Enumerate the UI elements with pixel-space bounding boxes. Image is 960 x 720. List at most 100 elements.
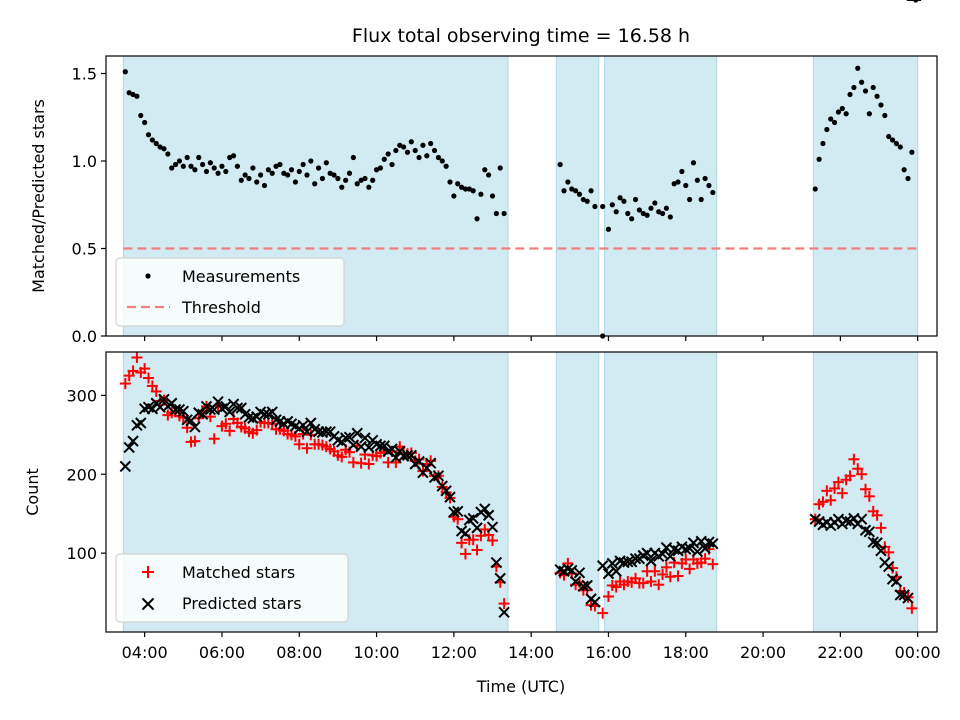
- predicted-star-point-b: [459, 527, 472, 540]
- measurement-point: [557, 161, 563, 168]
- measurement-point: [687, 196, 693, 203]
- measurement-point: [652, 200, 658, 206]
- predicted-star-point: [363, 441, 375, 454]
- predicted-star-point-b: [390, 451, 402, 464]
- matched-star-point: [653, 579, 665, 591]
- measurement-point: [584, 198, 590, 204]
- predicted-star-point-b: [220, 400, 232, 413]
- measurement-point: [592, 203, 598, 210]
- observing-window-1: [555, 55, 600, 337]
- predicted-star-point: [645, 555, 657, 567]
- y-tick-label: 1.0: [72, 152, 97, 171]
- predicted-star-point: [699, 542, 711, 555]
- predicted-star-point: [629, 552, 642, 565]
- predicted-star-point-b: [622, 556, 634, 568]
- measurement-point: [820, 140, 826, 147]
- predicted-star-point-b: [363, 441, 375, 454]
- predicted-star-point: [301, 425, 313, 438]
- measurement-point: [366, 184, 372, 190]
- matched-star-point: [672, 570, 684, 582]
- predicted-star-point: [479, 503, 491, 515]
- matched-star-point: [848, 453, 860, 465]
- predicted-star-point-b: [413, 455, 425, 468]
- predicted-star-point: [424, 457, 437, 469]
- measurement-point: [122, 69, 128, 75]
- predicted-star-point-b: [680, 543, 692, 555]
- y-tick-label: 100: [66, 544, 97, 563]
- predicted-star-point-b: [189, 421, 201, 433]
- matched-star-point: [336, 451, 348, 463]
- predicted-star-point-b: [378, 440, 390, 452]
- legend-plus-glyph: [142, 566, 154, 578]
- predicted-star-point-b: [490, 556, 503, 569]
- measurement-point: [648, 205, 654, 211]
- matched-star-point: [852, 463, 864, 475]
- predicted-star-point-b: [494, 572, 506, 585]
- matched-star-point: [829, 482, 841, 494]
- matched-star-point: [863, 490, 875, 502]
- predicted-star-point: [440, 485, 452, 497]
- predicted-star-point: [386, 443, 398, 455]
- predicted-star-point-b: [351, 427, 363, 439]
- measurement-point: [455, 181, 461, 187]
- measurement-point: [835, 109, 842, 115]
- predicted-star-point: [189, 421, 201, 433]
- measurement-point: [404, 149, 411, 155]
- predicted-star-point: [135, 417, 147, 429]
- predicted-star-point: [374, 440, 387, 452]
- measurement-point: [663, 205, 670, 211]
- measurement-point: [373, 167, 380, 173]
- predicted-star-point-b: [316, 426, 329, 439]
- predicted-star-point: [231, 402, 244, 414]
- measurement-point: [493, 210, 499, 217]
- measurement-point: [285, 172, 291, 178]
- predicted-star-point-b: [894, 589, 906, 601]
- predicted-star-point-b: [297, 419, 309, 432]
- measurement-point: [462, 186, 469, 192]
- y-tick-label: 0.0: [72, 327, 97, 346]
- measurement-point: [281, 170, 287, 176]
- predicted-star-point-b: [569, 575, 582, 588]
- matched-star-point: [637, 577, 649, 589]
- legend-cross-glyph-b: [141, 597, 155, 611]
- observing-window-3: [812, 55, 919, 337]
- measurement-point: [683, 182, 689, 189]
- measurement-point: [613, 209, 619, 215]
- measurement-point: [223, 168, 229, 175]
- predicted-star-point: [882, 560, 895, 573]
- predicted-star-point-b: [154, 401, 166, 413]
- measurement-point: [565, 179, 571, 185]
- measurement-point: [698, 196, 704, 203]
- measurement-point: [882, 112, 888, 119]
- measurement-point: [843, 111, 849, 117]
- predicted-star-point-b: [699, 542, 711, 555]
- measurement-point: [230, 153, 237, 159]
- predicted-star-point-b: [165, 397, 178, 409]
- measurement-point: [816, 156, 822, 162]
- matched-star-point: [660, 561, 672, 573]
- legend-cross-glyph: [141, 597, 155, 611]
- measurement-point: [196, 154, 202, 161]
- predicted-star-point-b: [707, 537, 719, 550]
- measurement-point: [640, 210, 646, 217]
- measurement-point: [690, 160, 697, 166]
- measurement-point: [600, 203, 606, 210]
- measurement-point: [362, 175, 368, 182]
- measurement-point: [192, 167, 198, 173]
- legend-matched-label: Matched stars: [182, 563, 295, 582]
- matched-star-point: [825, 494, 837, 506]
- measurement-point: [323, 160, 329, 166]
- predicted-star-point-b: [208, 403, 220, 416]
- predicted-star-point: [581, 579, 593, 592]
- predicted-star-point: [123, 441, 135, 454]
- count-y-ticks: 100 200 300: [66, 386, 106, 563]
- x-tick-label: 16:00: [585, 643, 631, 662]
- predicted-star-point-b: [332, 434, 344, 447]
- measurement-point: [273, 163, 279, 169]
- predicted-star-point-b: [482, 509, 495, 521]
- measurement-point: [874, 93, 880, 99]
- predicted-star-point-b: [875, 545, 887, 557]
- predicted-star-point: [119, 460, 132, 473]
- measurement-point: [211, 165, 217, 171]
- count-panel-frame: [105, 351, 938, 633]
